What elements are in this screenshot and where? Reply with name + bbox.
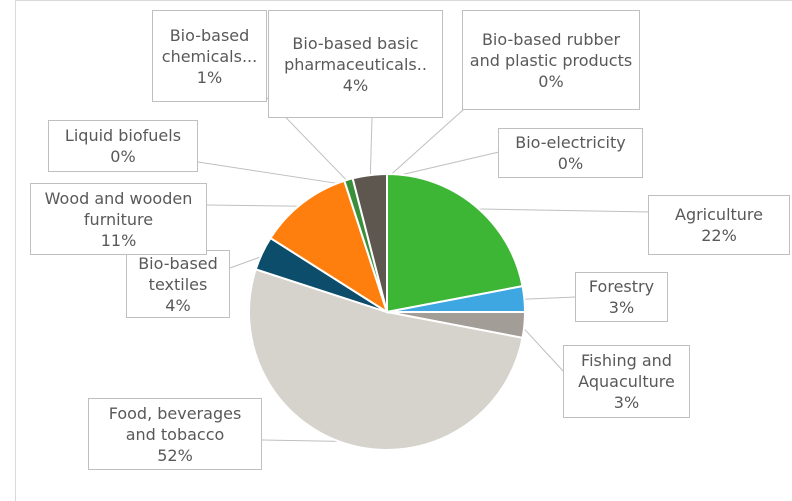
pie-slice — [269, 179, 389, 315]
label-name: Liquid biofuels — [64, 126, 182, 145]
data-label: Forestry 3% — [575, 272, 668, 322]
label-value: 0% — [538, 71, 564, 91]
leader-line — [472, 208, 651, 213]
chart-frame — [15, 0, 792, 501]
data-label: Bio-electricity 0% — [498, 128, 643, 178]
label-value: 1% — [196, 67, 223, 87]
label-value: 4% — [165, 295, 191, 315]
data-label: Wood and wooden furniture 11% — [30, 183, 207, 255]
label-name: Bio-electricity — [515, 133, 626, 152]
label-name: Bio-based chemicals... — [161, 25, 258, 66]
pie-slice — [248, 268, 524, 451]
label-value: 11% — [100, 230, 137, 250]
label-value: 0% — [557, 154, 584, 173]
label-name: Forestry — [588, 277, 655, 296]
label-name: Bio-based textiles — [138, 253, 218, 294]
label-name: Fishing and Aquaculture — [578, 351, 675, 391]
label-name: Agriculture — [675, 205, 763, 224]
label-value: 3% — [608, 298, 635, 317]
label-value: 4% — [342, 75, 369, 95]
leader-line — [206, 204, 305, 207]
leader-line — [520, 296, 577, 300]
label-name: Bio-based basic pharmaceuticals.. — [284, 33, 427, 74]
data-label: Bio-based rubber and plastic products 0% — [462, 10, 640, 110]
data-label: Liquid biofuels 0% — [48, 120, 198, 172]
leader-line — [519, 324, 565, 373]
label-value: 52% — [157, 445, 193, 465]
label-value: 3% — [613, 393, 640, 412]
leader-line — [369, 117, 373, 180]
data-label: Agriculture 22% — [648, 195, 790, 255]
leader-line — [386, 109, 464, 179]
pie-slice — [386, 172, 524, 314]
label-name: Wood and wooden furniture — [44, 188, 193, 229]
data-label: Bio-based textiles 4% — [126, 250, 230, 318]
data-label: Bio-based chemicals... 1% — [152, 10, 267, 102]
label-name: Food, beverages and tobacco — [108, 403, 242, 444]
leader-line — [386, 151, 500, 179]
data-label: Bio-based basic pharmaceuticals.. 4% — [268, 10, 443, 118]
label-name: Bio-based rubber and plastic products — [469, 29, 633, 70]
leader-line — [197, 161, 346, 186]
data-label: Food, beverages and tobacco 52% — [88, 398, 262, 470]
data-label: Fishing and Aquaculture 3% — [563, 345, 690, 418]
label-value: 22% — [701, 226, 737, 245]
label-value: 0% — [110, 147, 136, 166]
